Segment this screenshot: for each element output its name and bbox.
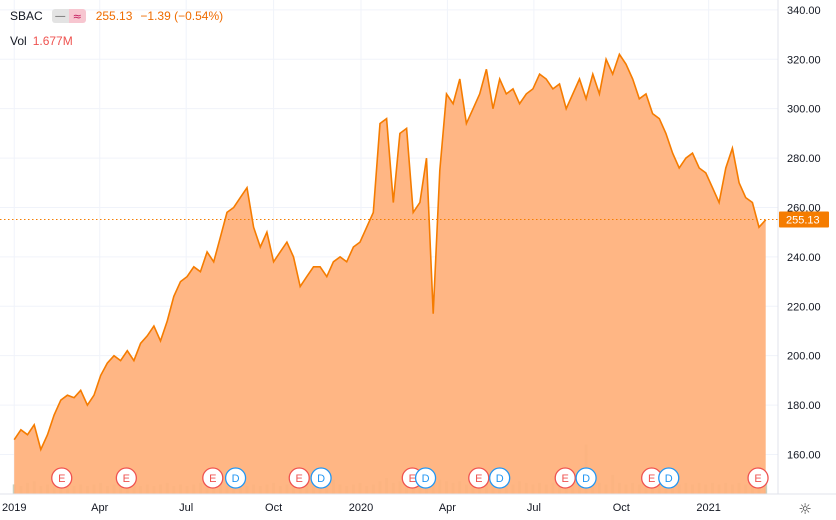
last-price-tag-bg (779, 211, 829, 228)
y-tick-label: 240.00 (787, 252, 821, 264)
event-label: E (58, 473, 65, 485)
y-tick-label: 220.00 (787, 301, 821, 313)
last-price-tag: 255.13 (779, 211, 829, 228)
event-label: E (648, 473, 655, 485)
event-label: E (475, 473, 482, 485)
x-tick-label: Apr (439, 502, 456, 514)
x-tick-label: Jul (527, 502, 541, 514)
event-circle (310, 467, 332, 489)
earnings-marker[interactable]: E (468, 467, 490, 489)
x-tick-label: 2020 (349, 502, 373, 514)
y-tick-label: 300.00 (787, 104, 821, 116)
volume-label: Vol (10, 34, 27, 48)
y-tick-label: 260.00 (787, 202, 821, 214)
last-price-tag-label: 255.13 (786, 215, 820, 227)
event-circle (554, 467, 576, 489)
event-circle (202, 467, 224, 489)
y-tick-label: 280.00 (787, 153, 821, 165)
x-tick-label: Oct (265, 502, 282, 514)
volume-legend: Vol 1.677M (10, 34, 73, 48)
price-area (14, 54, 766, 495)
y-tick-label: 200.00 (787, 351, 821, 363)
event-circle (747, 467, 769, 489)
volume-value: 1.677M (32, 34, 73, 48)
event-circle (575, 467, 597, 489)
x-tick-label: 2019 (2, 502, 26, 514)
dividend-marker[interactable]: D (310, 467, 332, 489)
dividend-marker[interactable]: D (414, 467, 437, 489)
x-tick-label: 2021 (696, 502, 720, 514)
event-circle (468, 467, 490, 489)
event-circle (224, 467, 247, 489)
dividend-marker[interactable]: D (224, 467, 247, 489)
y-tick-label: 180.00 (787, 400, 821, 412)
gear-icon[interactable]: ☼ (798, 500, 812, 518)
price-value: 255.13 (95, 9, 133, 23)
event-label: E (296, 473, 303, 485)
y-tick-label: 320.00 (787, 54, 821, 66)
event-label: D (317, 473, 325, 485)
dividend-marker[interactable]: D (575, 467, 597, 489)
event-label: E (123, 473, 130, 485)
earnings-marker[interactable]: E (288, 467, 310, 489)
event-circle (414, 467, 437, 489)
earnings-marker[interactable]: E (747, 467, 769, 489)
event-circle (658, 467, 680, 489)
dividend-marker[interactable]: D (658, 467, 680, 489)
event-label: D (422, 473, 430, 485)
event-circle (115, 467, 137, 489)
price-line (13, 52, 767, 452)
event-label: D (496, 473, 504, 485)
earnings-marker[interactable]: E (115, 467, 137, 489)
x-tick-label: Oct (613, 502, 630, 514)
event-label: D (232, 473, 240, 485)
price-axis: 340.00 320.00 300.00 280.00 260.00 240.00 220.… (787, 5, 821, 462)
x-tick-label: Apr (91, 502, 108, 514)
y-tick-label: 340.00 (787, 5, 821, 17)
y-tick-label: 160.00 (787, 449, 821, 461)
event-circle (489, 467, 511, 489)
symbol-label[interactable]: SBAC (10, 9, 43, 23)
legend-buttons: — ≈ (51, 9, 86, 23)
earnings-marker[interactable]: E (51, 467, 73, 489)
earnings-marker[interactable]: E (641, 467, 663, 489)
earnings-marker[interactable]: E (554, 467, 576, 489)
dividend-marker[interactable]: D (489, 467, 511, 489)
event-label: E (754, 473, 761, 485)
event-circle (51, 467, 73, 489)
event-circle (288, 467, 310, 489)
earnings-marker[interactable]: E (202, 467, 224, 489)
price-change: −1.39 (−0.54%) (140, 9, 224, 23)
time-axis: 2019 Apr Jul Oct 2020 Apr Jul Oct 2021 (2, 502, 721, 514)
x-tick-label: Jul (179, 502, 193, 514)
legend-header: SBAC — ≈ 255.13 −1.39 (−0.54%) (10, 9, 223, 23)
minus-icon[interactable]: — (51, 9, 69, 23)
event-label: D (582, 473, 590, 485)
event-label: E (409, 473, 416, 485)
event-label: D (665, 473, 673, 485)
wave-icon[interactable]: ≈ (68, 9, 86, 23)
event-label: E (209, 473, 216, 485)
event-label: E (562, 473, 569, 485)
